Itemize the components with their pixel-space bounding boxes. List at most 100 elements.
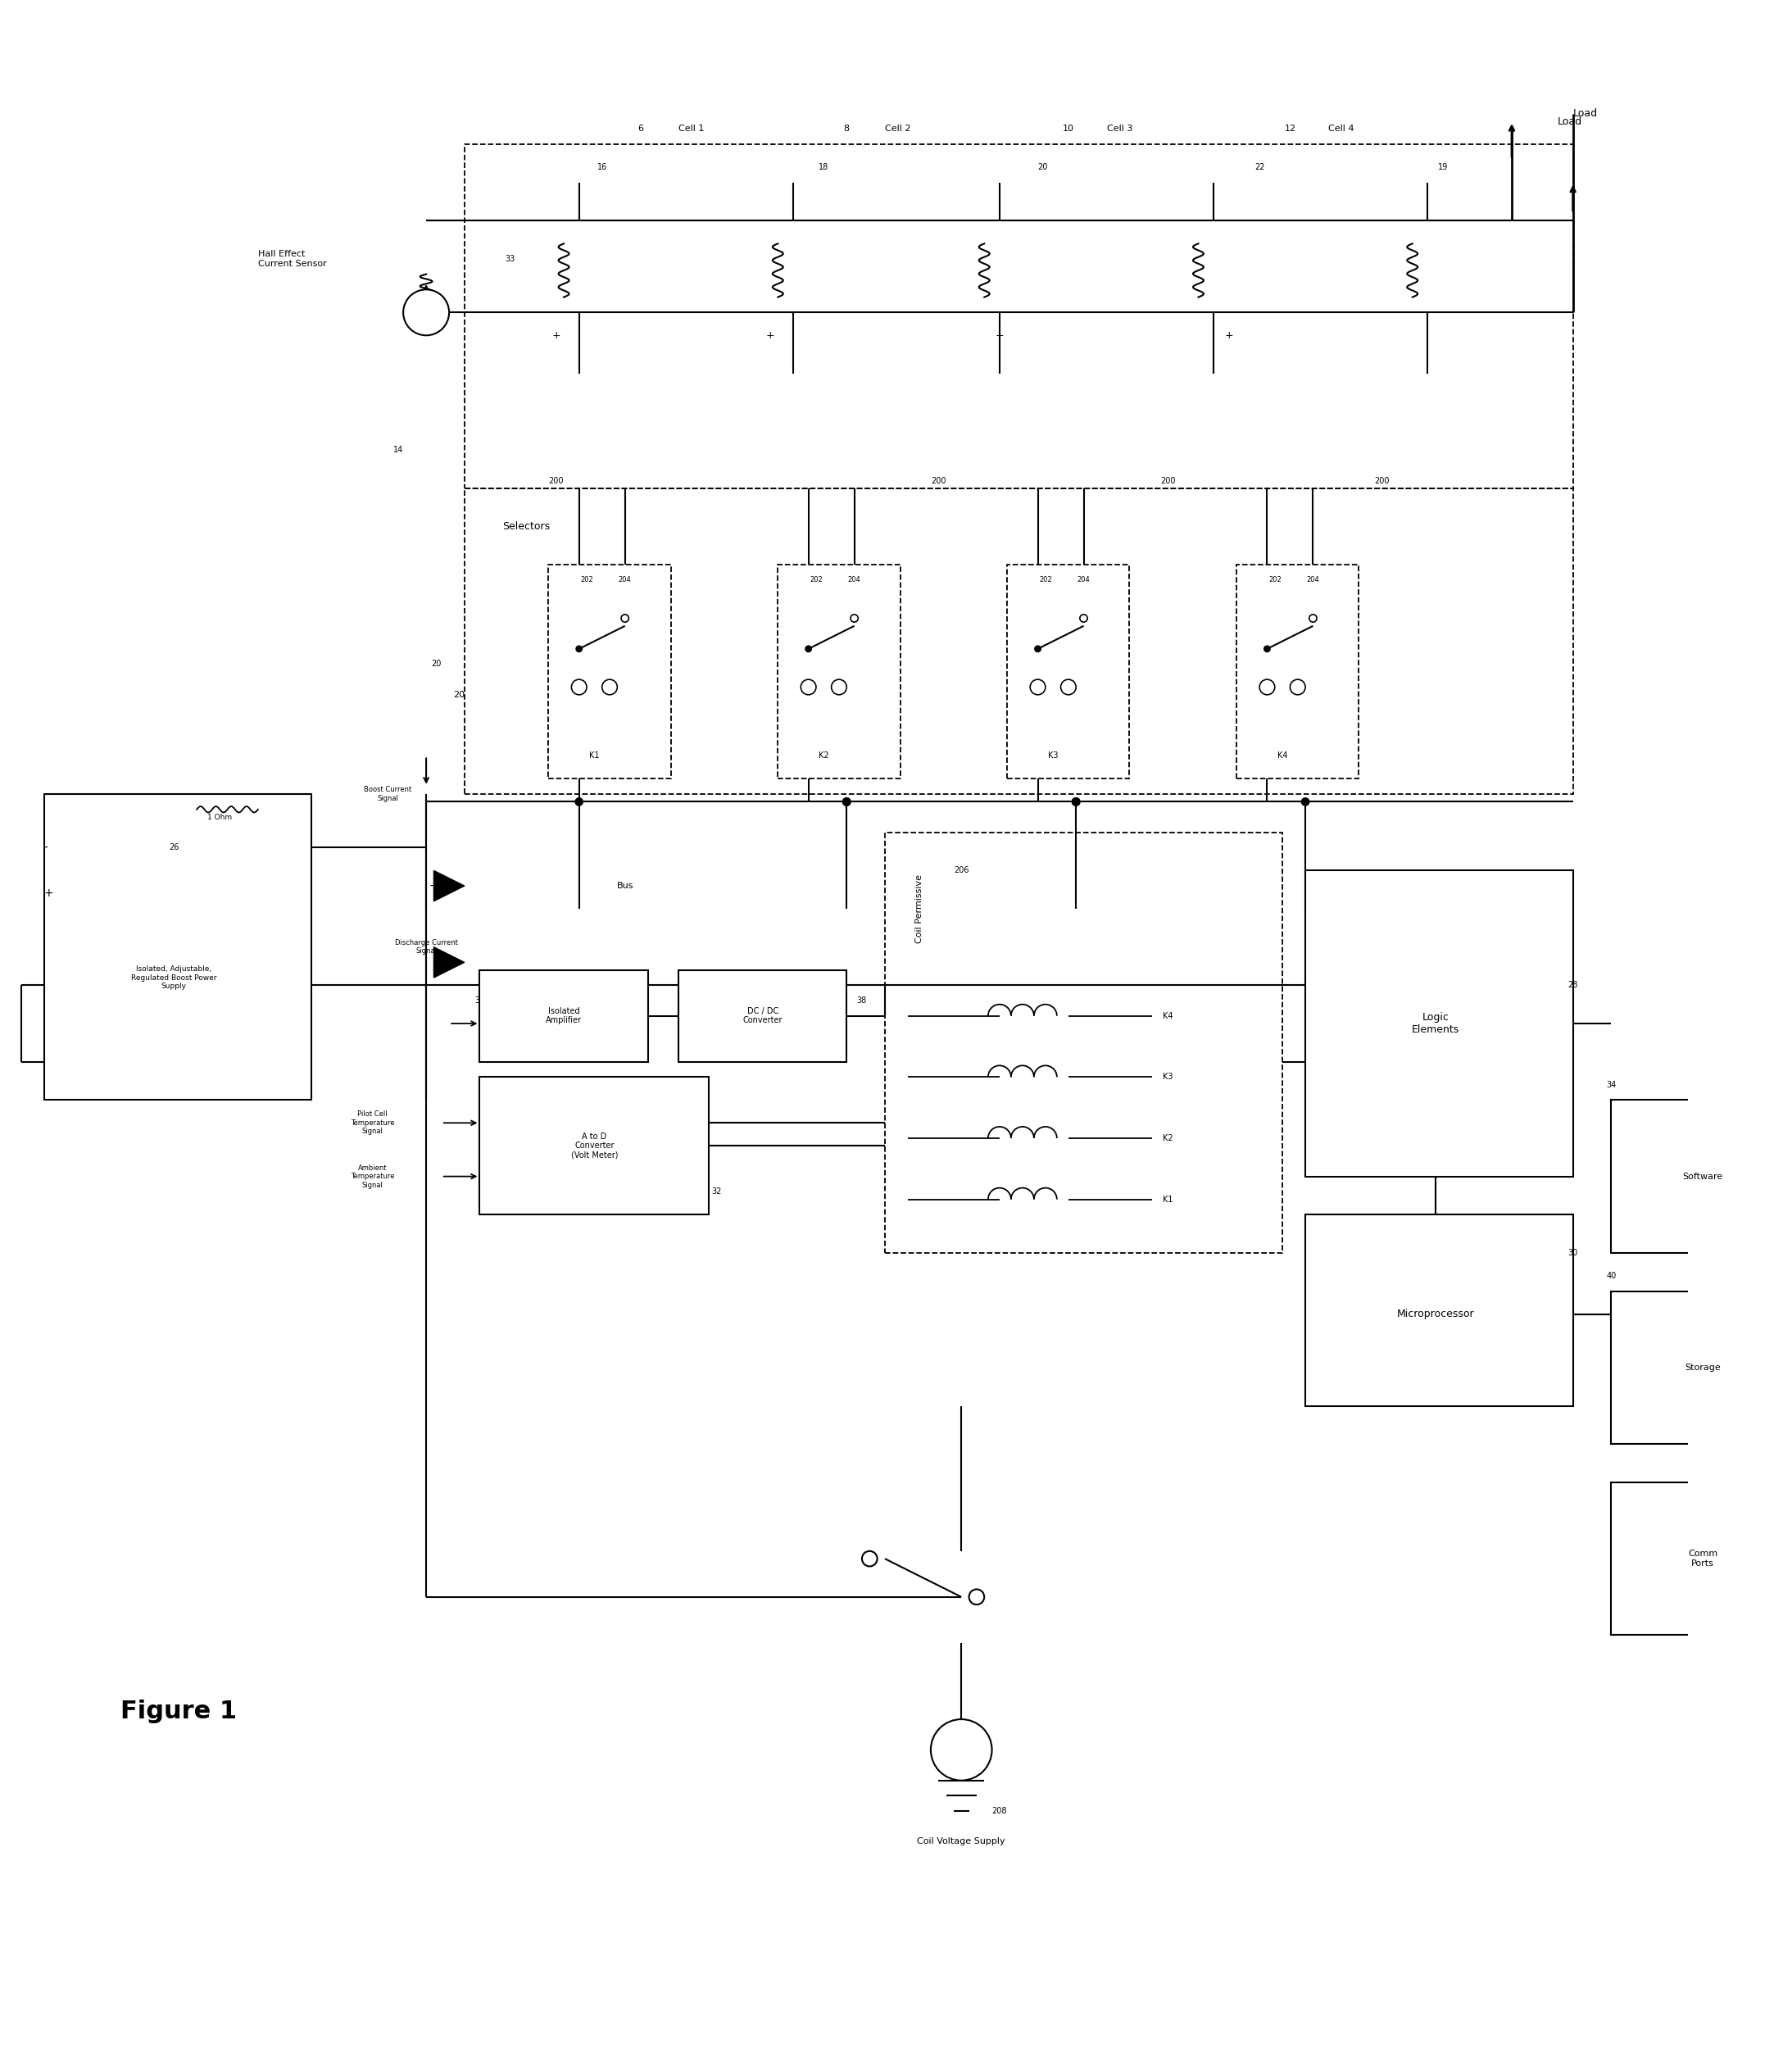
Text: 30: 30 <box>1568 1249 1579 1257</box>
Circle shape <box>1081 614 1088 622</box>
Text: Cell 1: Cell 1 <box>679 125 704 133</box>
Text: +: + <box>957 1744 966 1756</box>
Text: Software: Software <box>1683 1173 1724 1181</box>
Circle shape <box>862 1552 878 1566</box>
Text: 12: 12 <box>1285 125 1296 133</box>
Text: 26: 26 <box>168 843 179 852</box>
Bar <box>548 565 670 778</box>
Circle shape <box>1260 680 1274 694</box>
Text: 28: 28 <box>1568 981 1579 989</box>
Text: 40: 40 <box>1606 1271 1616 1279</box>
Text: Boost Current
Signal: Boost Current Signal <box>364 786 412 802</box>
Text: Figure 1: Figure 1 <box>120 1699 237 1724</box>
Bar <box>1305 870 1573 1177</box>
Circle shape <box>575 798 582 807</box>
Text: Pilot Cell
Temperature
Signal: Pilot Cell Temperature Signal <box>351 1112 394 1136</box>
Text: 202: 202 <box>810 577 823 583</box>
Text: 32: 32 <box>711 1187 722 1195</box>
Circle shape <box>969 1588 984 1605</box>
Text: Isolated
Amplifier: Isolated Amplifier <box>547 1007 582 1026</box>
Text: K3: K3 <box>1163 1073 1174 1081</box>
Circle shape <box>1301 798 1310 807</box>
Text: Ambient
Temperature
Signal: Ambient Temperature Signal <box>351 1165 394 1189</box>
Text: 19: 19 <box>1437 164 1448 172</box>
Circle shape <box>1290 680 1305 694</box>
Text: 38: 38 <box>857 997 867 1005</box>
Text: Coil Voltage Supply: Coil Voltage Supply <box>918 1838 1005 1846</box>
Text: Comm
Ports: Comm Ports <box>1688 1550 1719 1568</box>
Polygon shape <box>434 870 464 901</box>
Text: 200: 200 <box>930 477 946 485</box>
Text: Load: Load <box>1557 117 1582 127</box>
Bar <box>1611 1292 1792 1443</box>
Text: 36: 36 <box>475 997 484 1005</box>
Text: +: + <box>428 880 439 892</box>
Text: 204: 204 <box>1306 577 1319 583</box>
Text: 10: 10 <box>1063 125 1073 133</box>
Circle shape <box>842 798 851 807</box>
Text: 1 Ohm: 1 Ohm <box>208 813 233 821</box>
Text: Cell 4: Cell 4 <box>1328 125 1355 133</box>
Text: Discharge Current
Signal: Discharge Current Signal <box>394 940 457 956</box>
Text: K4: K4 <box>1163 1011 1174 1019</box>
Text: Microprocessor: Microprocessor <box>1396 1308 1475 1320</box>
Circle shape <box>1263 645 1271 651</box>
Text: 18: 18 <box>819 164 828 172</box>
Text: 6: 6 <box>638 125 643 133</box>
Text: A to D
Converter
(Volt Meter): A to D Converter (Volt Meter) <box>572 1132 618 1159</box>
Bar <box>778 565 900 778</box>
Circle shape <box>602 680 616 694</box>
Bar <box>1611 1099 1792 1253</box>
Text: +: + <box>995 330 1004 340</box>
Bar <box>464 489 1573 794</box>
Text: Bus: Bus <box>616 882 634 890</box>
Text: DC / DC
Converter: DC / DC Converter <box>742 1007 783 1026</box>
Text: +: + <box>552 330 561 340</box>
Text: Hall Effect
Current Sensor: Hall Effect Current Sensor <box>258 250 326 268</box>
Text: 8: 8 <box>844 125 849 133</box>
Text: 204: 204 <box>618 577 631 583</box>
Text: 33: 33 <box>505 254 516 262</box>
Text: 34: 34 <box>1606 1081 1616 1089</box>
Circle shape <box>801 680 815 694</box>
Circle shape <box>1061 680 1075 694</box>
Bar <box>1611 1482 1792 1636</box>
Circle shape <box>1030 680 1045 694</box>
Bar <box>1305 1214 1573 1406</box>
Text: K4: K4 <box>1278 751 1287 759</box>
Text: 20: 20 <box>453 690 464 698</box>
Text: 206: 206 <box>953 866 969 874</box>
Text: Storage: Storage <box>1684 1363 1720 1371</box>
Bar <box>464 143 1573 489</box>
Text: K1: K1 <box>590 751 600 759</box>
Circle shape <box>805 645 812 651</box>
Text: Logic
Elements: Logic Elements <box>1412 1011 1459 1036</box>
Circle shape <box>575 645 582 651</box>
Text: 204: 204 <box>848 577 860 583</box>
Circle shape <box>622 614 629 622</box>
Text: 22: 22 <box>1254 164 1265 172</box>
Text: K1: K1 <box>1163 1195 1174 1204</box>
Text: 20: 20 <box>432 659 441 667</box>
Text: Cell 2: Cell 2 <box>885 125 910 133</box>
Circle shape <box>1072 798 1081 807</box>
Text: +: + <box>1224 330 1233 340</box>
Text: K2: K2 <box>819 751 830 759</box>
Text: 202: 202 <box>1269 577 1281 583</box>
Text: 204: 204 <box>1077 577 1090 583</box>
Text: Selectors: Selectors <box>502 522 550 532</box>
Circle shape <box>1072 798 1081 807</box>
Bar <box>45 794 312 1099</box>
Text: 202: 202 <box>581 577 593 583</box>
Text: +: + <box>45 888 54 899</box>
Polygon shape <box>434 948 464 978</box>
Text: K2: K2 <box>1163 1134 1174 1142</box>
Text: Isolated, Adjustable,
Regulated Boost Power
Supply: Isolated, Adjustable, Regulated Boost Po… <box>131 966 217 991</box>
Text: 200: 200 <box>1374 477 1389 485</box>
Text: 16: 16 <box>597 164 607 172</box>
Circle shape <box>842 798 851 807</box>
Circle shape <box>572 680 586 694</box>
Text: 208: 208 <box>993 1808 1007 1816</box>
Text: 200: 200 <box>548 477 564 485</box>
Text: Load: Load <box>1573 108 1598 119</box>
